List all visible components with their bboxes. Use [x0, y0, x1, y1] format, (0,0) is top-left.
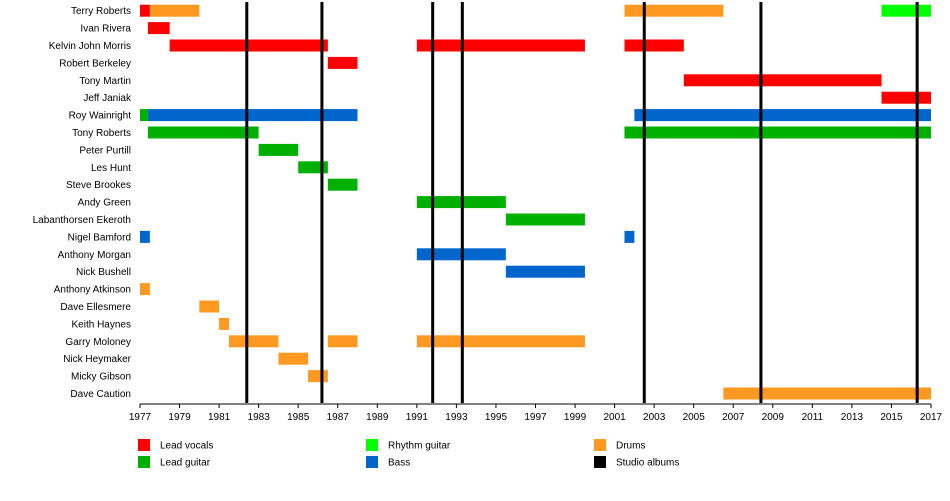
- bar-lead-guitar: [505, 213, 585, 226]
- bar-bass: [634, 109, 931, 122]
- bar-rhythm-guitar: [881, 4, 931, 17]
- x-tick-label: 1991: [406, 412, 429, 423]
- x-tick-label: 2017: [920, 412, 943, 423]
- member-label: Terry Roberts: [71, 6, 131, 17]
- bar-drums: [327, 335, 358, 348]
- member-label: Dave Ellesmere: [60, 302, 131, 313]
- bar-lead-vocals: [147, 22, 170, 35]
- bar-lead-vocals: [624, 39, 684, 52]
- bar-lead-guitar: [147, 126, 259, 139]
- x-tick-label: 1981: [208, 412, 231, 423]
- x-tick-label: 1989: [366, 412, 389, 423]
- member-label: Robert Berkeley: [59, 58, 131, 69]
- bar-drums: [723, 387, 931, 400]
- x-tick-label: 2015: [880, 412, 903, 423]
- member-bars: [140, 4, 931, 400]
- bar-bass: [505, 265, 585, 278]
- member-label: Tony Martin: [79, 76, 131, 87]
- bar-drums: [219, 317, 229, 330]
- legend-label: Studio albums: [616, 458, 679, 469]
- member-label: Kelvin John Morris: [49, 41, 131, 52]
- legend: Lead vocals Lead guitar Rhythm guitar Bass D…: [138, 439, 679, 469]
- member-label: Jeff Janiak: [83, 93, 132, 104]
- bar-bass: [624, 230, 635, 243]
- x-tick-label: 2007: [722, 412, 745, 423]
- member-label: Tony Roberts: [72, 128, 131, 139]
- bar-lead-vocals: [416, 39, 585, 52]
- member-label: Nick Bushell: [76, 267, 131, 278]
- x-tick-label: 2013: [841, 412, 864, 423]
- member-label: Ivan Rivera: [80, 24, 131, 35]
- legend-label: Bass: [388, 458, 410, 469]
- bar-drums: [624, 4, 724, 17]
- legend-swatch-rhythm-guitar: [366, 439, 378, 451]
- member-label: Anthony Atkinson: [54, 285, 131, 296]
- bar-drums: [308, 370, 328, 383]
- member-label: Anthony Morgan: [58, 250, 131, 261]
- x-tick-label: 1993: [445, 412, 468, 423]
- member-label: Peter Purtill: [79, 145, 131, 156]
- legend-swatch-bass: [366, 456, 378, 468]
- member-label: Dave Caution: [70, 389, 131, 400]
- x-tick-label: 2009: [762, 412, 785, 423]
- x-tick-label: 2005: [683, 412, 706, 423]
- x-tick-label: 1979: [168, 412, 191, 423]
- x-axis: 1977 1979 1981 1983 1985 1987 1989 1991 1993 1995…: [129, 403, 943, 423]
- member-label: Les Hunt: [91, 163, 131, 174]
- x-tick-label: 1983: [248, 412, 271, 423]
- bar-lead-vocals: [140, 4, 150, 17]
- bar-lead-guitar: [624, 126, 931, 139]
- bar-lead-vocals: [683, 74, 882, 87]
- x-tick-label: 1997: [524, 412, 547, 423]
- member-label: Garry Moloney: [65, 337, 131, 348]
- bar-lead-vocals: [881, 91, 931, 104]
- bar-drums: [278, 352, 309, 365]
- bar-drums: [416, 335, 585, 348]
- x-tick-label: 2011: [802, 412, 824, 423]
- legend-label: Rhythm guitar: [388, 441, 451, 452]
- member-labels: Terry Roberts Ivan Rivera Kelvin John Morr…: [33, 6, 132, 400]
- legend-swatch-studio-albums: [594, 456, 606, 468]
- bar-lead-guitar: [258, 143, 299, 156]
- legend-label: Drums: [616, 441, 645, 452]
- legend-swatch-drums: [594, 439, 606, 451]
- member-label: Labanthorsen Ekeroth: [33, 215, 131, 226]
- legend-swatch-lead-vocals: [138, 439, 150, 451]
- x-tick-label: 1985: [287, 412, 310, 423]
- member-label: Micky Gibson: [71, 372, 131, 383]
- member-label: Nick Heymaker: [63, 354, 131, 365]
- studio-album-lines: [245, 2, 919, 403]
- bar-drums: [228, 335, 279, 348]
- x-tick-label: 1987: [327, 412, 350, 423]
- bar-lead-guitar: [327, 178, 358, 191]
- legend-label: Lead vocals: [160, 441, 213, 452]
- x-tick-label: 1999: [564, 412, 587, 423]
- bar-lead-vocals: [327, 56, 358, 69]
- bar-drums: [149, 4, 200, 17]
- member-label: Steve Brookes: [66, 180, 131, 191]
- member-label: Keith Haynes: [72, 319, 131, 330]
- x-tick-label: 1977: [129, 412, 152, 423]
- bar-bass: [147, 109, 358, 122]
- bar-drums: [140, 283, 150, 296]
- member-label: Roy Wainright: [69, 111, 132, 122]
- legend-swatch-lead-guitar: [138, 456, 150, 468]
- x-tick-label: 2001: [603, 412, 626, 423]
- bar-drums: [199, 300, 220, 313]
- x-tick-label: 2003: [643, 412, 666, 423]
- bar-lead-vocals: [169, 39, 328, 52]
- legend-label: Lead guitar: [160, 458, 211, 469]
- x-tick-label: 1995: [485, 412, 508, 423]
- member-label: Andy Green: [78, 198, 131, 209]
- member-label: Nigel Bamford: [68, 232, 131, 243]
- bar-lead-guitar: [140, 109, 148, 122]
- bar-bass: [140, 230, 150, 243]
